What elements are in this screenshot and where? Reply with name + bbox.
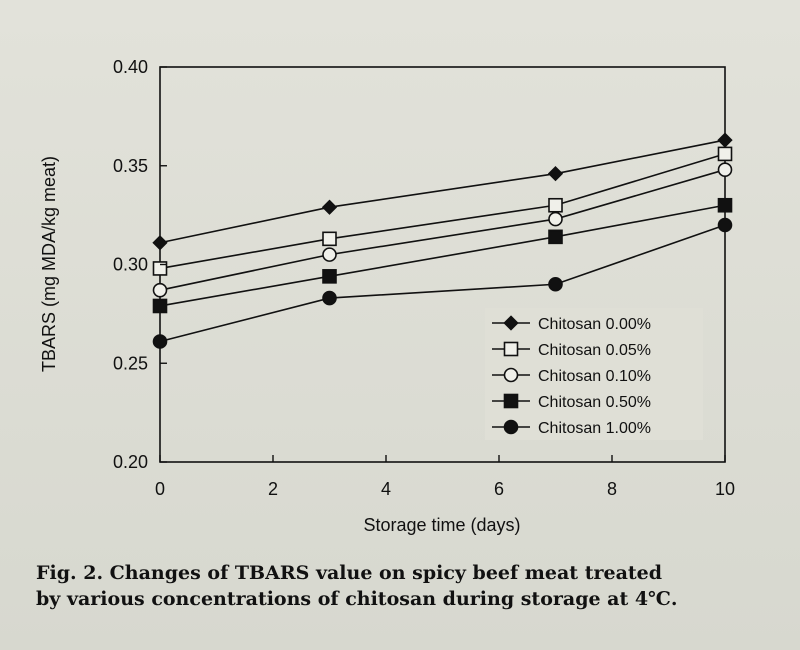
data-point — [548, 197, 563, 213]
legend-marker — [503, 315, 519, 331]
series-layer — [152, 132, 733, 349]
series-line — [159, 139, 726, 244]
legend-marker — [503, 393, 519, 409]
series-line — [159, 204, 726, 307]
data-point — [717, 162, 733, 177]
legend-item: Chitosan 0.10% — [492, 367, 651, 385]
legend-label: Chitosan 1.00% — [538, 420, 651, 437]
legend-item: Chitosan 1.00% — [492, 419, 651, 437]
series-line — [159, 168, 726, 291]
data-point — [548, 229, 563, 245]
legend-label: Chitosan 0.00% — [538, 316, 651, 333]
series-2 — [152, 146, 733, 276]
data-point — [322, 269, 337, 284]
caption-line-1: Fig. 2. Changes of TBARS value on spicy … — [36, 562, 663, 584]
legend-label: Chitosan 0.10% — [538, 368, 651, 385]
x-tick-label: 2 — [268, 479, 278, 499]
series-4 — [152, 197, 733, 314]
figure-caption: Fig. 2. Changes of TBARS value on spicy … — [36, 560, 780, 612]
data-point — [322, 290, 337, 306]
series-1 — [152, 132, 733, 251]
legend-label: Chitosan 0.50% — [538, 394, 651, 411]
legend-marker — [503, 419, 519, 435]
data-point — [152, 235, 168, 251]
data-point — [548, 211, 563, 227]
x-tick-label: 4 — [381, 479, 391, 499]
legend-item: Chitosan 0.00% — [492, 315, 651, 333]
legend-marker — [503, 341, 519, 357]
y-tick-label: 0.25 — [113, 353, 148, 373]
series-3 — [152, 162, 733, 298]
data-point — [152, 282, 168, 298]
legend-item: Chitosan 0.05% — [492, 341, 651, 359]
legend-marker — [503, 367, 519, 383]
series-line — [159, 153, 726, 270]
data-point — [322, 247, 337, 262]
y-tick-label: 0.35 — [113, 156, 148, 176]
y-tick-label: 0.20 — [113, 452, 148, 472]
series-line — [159, 224, 726, 343]
y-tick-label: 0.40 — [113, 57, 148, 77]
legend-box — [485, 308, 703, 440]
y-tick-label: 0.30 — [113, 255, 148, 275]
x-tick-label: 8 — [607, 479, 617, 499]
data-point — [322, 231, 337, 247]
y-axis-label: TBARS (mg MDA/kg meat) — [39, 156, 59, 372]
data-point — [548, 276, 563, 292]
x-tick-label: 6 — [494, 479, 504, 499]
data-point — [152, 298, 168, 314]
data-point — [717, 217, 733, 233]
caption-line-2: by various concentrations of chitosan du… — [36, 588, 678, 610]
series-5 — [152, 217, 733, 349]
data-point — [547, 166, 564, 182]
data-point — [321, 199, 338, 215]
legend-item: Chitosan 0.50% — [492, 393, 651, 411]
legend-label: Chitosan 0.05% — [538, 342, 651, 359]
legend: Chitosan 0.00% Chitosan 0.05% Chitosan 0.1… — [485, 308, 703, 440]
tick-layer: 0 2 4 6 8 10 0.20 0.25 0.30 0.35 0.40 — [113, 57, 735, 499]
x-tick-label: 10 — [715, 479, 735, 499]
x-axis-label: Storage time (days) — [363, 515, 520, 535]
data-point — [152, 334, 168, 349]
data-point — [717, 146, 733, 162]
data-point — [152, 261, 168, 276]
data-point — [717, 197, 733, 213]
x-tick-label: 0 — [155, 479, 165, 499]
data-point — [717, 132, 733, 148]
